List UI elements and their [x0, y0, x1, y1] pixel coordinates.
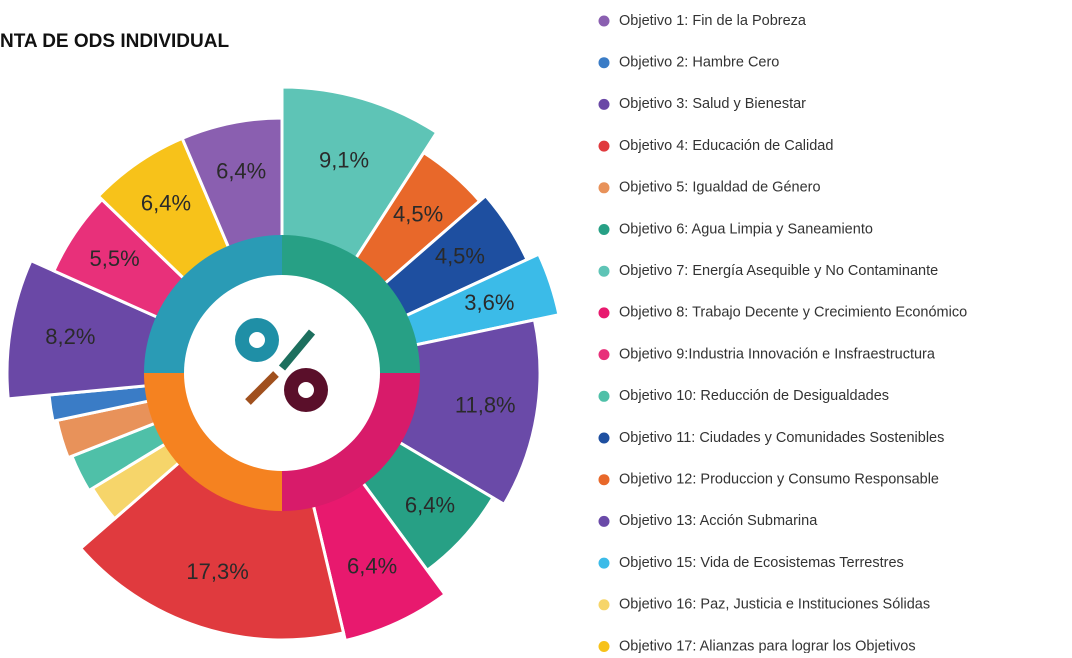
legend-swatch [598, 474, 610, 486]
legend-swatch [598, 182, 610, 194]
legend-swatch [598, 557, 610, 569]
data-label: 4,5% [393, 201, 443, 226]
legend-label: Objetivo 2: Hambre Cero [619, 55, 779, 71]
data-label: 6,4% [216, 158, 266, 183]
legend-label: Objetivo 13: Acción Submarina [619, 513, 818, 529]
data-label: 3,6% [464, 290, 514, 315]
legend-label: Objetivo 6: Agua Limpia y Saneamiento [619, 221, 873, 237]
data-label: 17,3% [186, 559, 248, 584]
legend-swatch [598, 224, 610, 235]
legend-swatch [598, 15, 610, 27]
data-label: 11,8% [455, 392, 516, 417]
legend-label: Objetivo 3: Salud y Bienestar [619, 96, 806, 112]
legend-swatch [598, 390, 610, 402]
legend-label: Objetivo 16: Paz, Justicia e Institucion… [619, 597, 930, 613]
legend-swatch [598, 98, 610, 110]
legend-label: Objetivo 7: Energía Asequible y No Conta… [619, 263, 938, 279]
data-label: 6,4% [347, 553, 397, 578]
legend: Objetivo 1: Fin de la Pobreza Objetivo 2:… [598, 13, 967, 654]
legend-swatch [598, 515, 610, 527]
data-label: 9,1% [319, 148, 369, 173]
legend-swatch [598, 57, 610, 69]
legend-label: Objetivo 4: Educación de Calidad [619, 138, 833, 154]
legend-label: Objetivo 1: Fin de la Pobreza [619, 13, 807, 29]
legend-label: Objetivo 15: Vida de Ecosistemas Terrest… [619, 555, 904, 571]
legend-label: Objetivo 12: Produccion y Consumo Respon… [619, 472, 939, 488]
legend-label: Objetivo 9:Industria Innovación e Insfra… [619, 346, 936, 362]
legend-swatch [598, 349, 610, 361]
legend-swatch [598, 140, 610, 152]
chart-title: NTA DE ODS INDIVIDUAL [0, 31, 229, 52]
data-label: 5,5% [89, 246, 139, 271]
legend-label: Objetivo 8: Trabajo Decente y Crecimient… [619, 305, 967, 321]
data-label: 4,5% [435, 244, 485, 269]
legend-swatch [598, 641, 610, 652]
legend-label: Objetivo 10: Reducción de Desigualdades [619, 388, 889, 404]
legend-label: Objetivo 17: Alianzas para lograr los Ob… [619, 638, 916, 653]
data-label: 8,2% [45, 324, 95, 349]
legend-swatch [598, 307, 610, 319]
legend-label: Objetivo 5: Igualdad de Género [619, 180, 821, 196]
center-ring [144, 235, 420, 511]
data-label: 6,4% [141, 190, 191, 215]
legend-swatch [598, 432, 610, 444]
percent-icon [235, 318, 328, 412]
legend-swatch [598, 599, 610, 611]
data-label: 6,4% [405, 493, 455, 518]
legend-label: Objetivo 11: Ciudades y Comunidades Sost… [619, 430, 944, 446]
legend-swatch [598, 265, 610, 277]
